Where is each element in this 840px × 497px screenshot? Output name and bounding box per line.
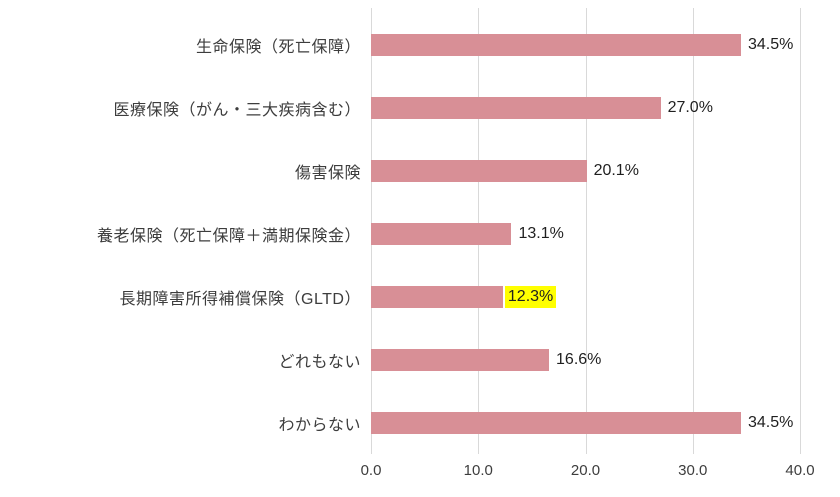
bar-track: 34.5% xyxy=(371,13,800,76)
gridline xyxy=(585,8,587,454)
bar-track: 12.3% xyxy=(371,265,800,328)
bar-row: 医療保険（がん・三大疾病含む） 27.0% xyxy=(0,76,840,139)
bar-track: 34.5% xyxy=(371,391,800,454)
value-label: 16.6% xyxy=(556,350,602,368)
value-label: 27.0% xyxy=(667,98,713,116)
value-label: 20.1% xyxy=(593,161,639,179)
bar xyxy=(371,33,741,56)
bar xyxy=(371,96,661,119)
bar-row: 長期障害所得補償保険（GLTD） 12.3% xyxy=(0,265,840,328)
x-tick-label: 40.0 xyxy=(785,462,815,479)
category-label: どれもない xyxy=(278,353,361,371)
category-label: 生命保険（死亡保障） xyxy=(195,38,361,56)
value-label: 13.1% xyxy=(518,224,564,242)
category-label: 長期障害所得補償保険（GLTD） xyxy=(119,290,361,308)
value-label-highlighted: 12.3% xyxy=(504,285,557,308)
bar-row: 生命保険（死亡保障） 34.5% xyxy=(0,13,840,76)
bar-rows: 生命保険（死亡保障） 34.5% 医療保険（がん・三大疾病含む） 27.0% 傷害保険 2… xyxy=(0,13,840,454)
bar xyxy=(371,411,741,434)
bar xyxy=(371,348,550,371)
x-tick-label: 0.0 xyxy=(360,462,382,479)
bar-row: わからない 34.5% xyxy=(0,391,840,454)
gridline xyxy=(800,8,801,454)
category-label: 傷害保険 xyxy=(294,164,361,182)
gridline xyxy=(692,8,694,454)
bar-track: 16.6% xyxy=(371,328,800,391)
bar-track: 13.1% xyxy=(371,202,800,265)
bar xyxy=(371,159,587,182)
category-label: 医療保険（がん・三大疾病含む） xyxy=(113,101,361,119)
bar xyxy=(371,222,512,245)
bar-track: 20.1% xyxy=(371,139,800,202)
x-tick-label: 10.0 xyxy=(463,462,493,479)
bar-row: どれもない 16.6% xyxy=(0,328,840,391)
bar-track: 27.0% xyxy=(371,76,800,139)
x-axis: 0.0 10.0 20.0 30.0 40.0 xyxy=(361,462,815,490)
x-tick-label: 20.0 xyxy=(570,462,601,479)
bar-row: 養老保険（死亡保障＋満期保険金） 13.1% xyxy=(0,202,840,265)
x-tick-label: 30.0 xyxy=(678,462,708,479)
category-label: 養老保険（死亡保障＋満期保険金） xyxy=(96,227,361,245)
bar-row: 傷害保険 20.1% xyxy=(0,139,840,202)
category-label: わからない xyxy=(278,416,361,434)
value-label: 34.5% xyxy=(748,35,794,53)
bar xyxy=(371,285,503,308)
value-label: 34.5% xyxy=(748,413,794,431)
